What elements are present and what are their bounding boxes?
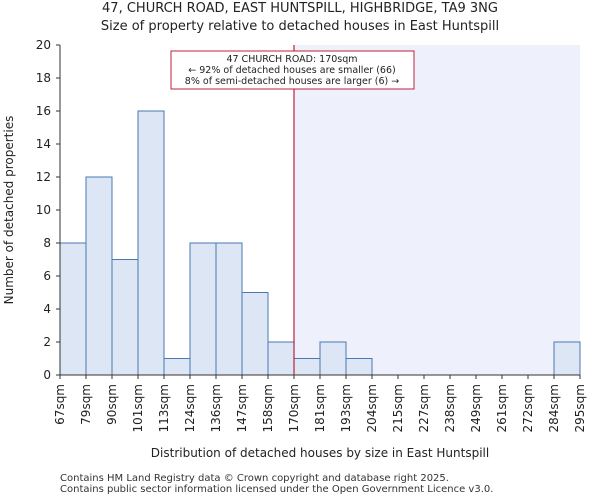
x-tick-label: 124sqm — [183, 384, 197, 432]
bar-147sqm — [241, 292, 269, 376]
y-tick-label: 12 — [36, 170, 51, 184]
x-tick-label: 238sqm — [443, 384, 457, 432]
x-tick-label: 284sqm — [547, 384, 561, 432]
bar-67sqm — [59, 242, 87, 376]
chart-title: 47, CHURCH ROAD, EAST HUNTSPILL, HIGHBRI… — [102, 1, 498, 16]
bar-193sqm — [345, 358, 373, 376]
chart-subtitle: Size of property relative to detached ho… — [100, 19, 500, 34]
x-axis-label: Distribution of detached houses by size … — [151, 446, 489, 460]
y-tick-label: 10 — [36, 203, 51, 217]
bar-170sqm — [293, 358, 321, 376]
histogram-chart: 67sqm 79sqm 90sqm 101sqm 113sqm 124sqm 136sqm 1… — [2, 38, 587, 460]
annotation-line-2: ← 92% of detached houses are smaller (66… — [188, 65, 395, 76]
bar-284sqm — [553, 341, 581, 376]
bar-124sqm — [189, 242, 217, 376]
x-tick-label: 170sqm — [287, 384, 301, 432]
x-tick-label: 215sqm — [391, 384, 405, 432]
y-tick-label: 8 — [43, 236, 51, 250]
y-axis-label: Number of detached properties — [2, 116, 16, 305]
x-tick-label: 261sqm — [495, 384, 509, 432]
x-tick-label: 193sqm — [339, 384, 353, 432]
x-tick-label: 90sqm — [105, 384, 119, 425]
footer-copyright: Contains HM Land Registry data © Crown c… — [60, 473, 449, 484]
x-tick-label: 67sqm — [53, 384, 67, 425]
annotation-box: 47 CHURCH ROAD: 170sqm ← 92% of detached… — [170, 50, 415, 90]
y-tick-label: 20 — [36, 38, 51, 52]
x-tick-label: 101sqm — [131, 384, 145, 432]
bar-136sqm — [215, 242, 243, 376]
bar-101sqm — [137, 110, 165, 376]
annotation-line-3: 8% of semi-detached houses are larger (6… — [185, 76, 399, 87]
bar-113sqm — [163, 358, 191, 376]
x-tick-label: 158sqm — [261, 384, 275, 432]
x-tick-label: 204sqm — [365, 384, 379, 432]
footer-licence: Contains public sector information licen… — [60, 484, 494, 495]
x-tick-label: 249sqm — [469, 384, 483, 432]
y-tick-label: 16 — [36, 104, 51, 118]
x-tick-label: 227sqm — [417, 384, 431, 432]
y-tick-label: 14 — [36, 137, 51, 151]
x-tick-label: 113sqm — [157, 384, 171, 432]
x-tick-label: 147sqm — [235, 384, 249, 432]
y-tick-label: 18 — [36, 71, 51, 85]
y-tick-label: 4 — [43, 302, 51, 316]
x-tick-label: 295sqm — [573, 384, 587, 432]
bar-158sqm — [267, 341, 295, 376]
x-tick-label: 136sqm — [209, 384, 223, 432]
x-tick-label: 79sqm — [79, 384, 93, 425]
x-tick-label: 181sqm — [313, 384, 327, 432]
y-tick-label: 0 — [43, 368, 51, 382]
x-tick-label: 272sqm — [521, 384, 535, 432]
y-tick-label: 2 — [43, 335, 51, 349]
annotation-line-1: 47 CHURCH ROAD: 170sqm — [226, 54, 357, 65]
bar-90sqm — [111, 259, 139, 376]
y-tick-label: 6 — [43, 269, 51, 283]
bar-181sqm — [319, 341, 347, 376]
bar-79sqm — [85, 176, 113, 376]
highlight-region — [294, 45, 580, 375]
